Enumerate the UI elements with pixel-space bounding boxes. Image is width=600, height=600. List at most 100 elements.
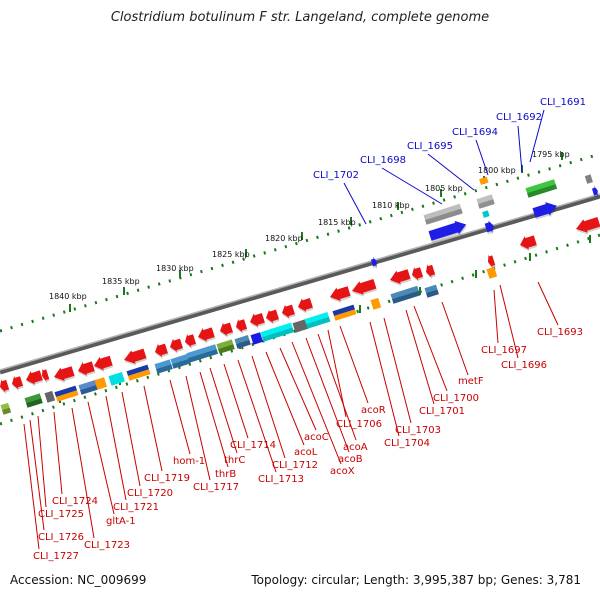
cog-block	[525, 179, 558, 198]
leader-line	[537, 281, 559, 326]
gene-label-forward: CLI_1695	[407, 141, 453, 152]
gene-label-reverse: gltA-1	[106, 516, 136, 527]
gene-label-reverse: CLI_1693	[537, 327, 583, 338]
leader-line	[29, 419, 45, 531]
leader-line	[279, 347, 317, 431]
gene-label-reverse: CLI_1706	[336, 419, 382, 430]
gene-label-reverse: CLI_1713	[258, 474, 304, 485]
gene-label-reverse: CLI_1712	[272, 460, 318, 471]
accession-text: Accession: NC_009699	[10, 573, 147, 587]
topology-text: Topology: circular; Length: 3,995,387 bp…	[251, 573, 581, 587]
gene-label-reverse: CLI_1696	[501, 360, 547, 371]
reverse-gene	[94, 355, 114, 373]
gene-label-forward: CLI_1694	[452, 127, 498, 138]
leader-line	[265, 351, 305, 446]
leader-line	[529, 109, 545, 163]
reverse-gene	[170, 338, 184, 354]
leader-line	[413, 305, 448, 392]
cog-block	[24, 393, 43, 408]
gene-label-reverse: acoA	[343, 442, 368, 453]
cog-block	[0, 402, 12, 415]
reverse-gene	[520, 235, 538, 252]
forward-gene	[484, 220, 495, 235]
cog-block	[216, 339, 235, 354]
leader-line	[427, 153, 475, 191]
reverse-gene	[220, 322, 234, 338]
leader-line	[53, 411, 63, 495]
leader-line	[251, 355, 286, 459]
reverse-gene	[576, 217, 600, 235]
scale-label: 1795 kbp	[532, 150, 570, 159]
cog-block	[186, 344, 219, 363]
leader-line	[237, 359, 277, 473]
gene-label-reverse: acoB	[338, 454, 363, 465]
cog-block	[476, 194, 495, 209]
cog-block	[94, 377, 108, 390]
scale-label: 1825 kbp	[212, 250, 250, 259]
reverse-gene	[0, 379, 10, 395]
leader-line	[305, 337, 350, 453]
leader-line	[369, 321, 400, 437]
gene-label-reverse: CLI_1725	[38, 509, 84, 520]
map-title: Clostridium botulinum F str. Langeland, …	[110, 10, 490, 25]
gene-label-reverse: CLI_1723	[84, 540, 130, 551]
leader-line	[223, 363, 249, 439]
forward-gene	[591, 185, 599, 199]
leader-line	[199, 371, 229, 468]
reverse-gene	[26, 370, 44, 387]
reverse-gene	[426, 264, 436, 280]
leader-line	[23, 423, 40, 550]
gene-label-reverse: acoR	[361, 405, 386, 416]
cog-block	[370, 297, 382, 310]
cog-block	[479, 176, 489, 185]
scale-label: 1800 kbp	[478, 166, 516, 175]
gene-label-reverse: thrB	[215, 469, 236, 480]
reverse-gene	[488, 254, 496, 270]
reverse-gene	[352, 279, 377, 297]
leader-line	[105, 395, 127, 501]
scale-label: 1810 kbp	[372, 201, 410, 210]
cog-block	[108, 372, 125, 386]
leader-line	[517, 125, 523, 173]
leader-line	[121, 391, 141, 487]
cog-block	[424, 284, 439, 298]
reverse-gene	[78, 361, 96, 378]
gene-label-reverse: CLI_1727	[33, 551, 79, 562]
cog-block	[44, 390, 56, 403]
gene-label-reverse: metF	[458, 376, 484, 387]
leader-line	[87, 401, 115, 515]
gene-label-reverse: CLI_1701	[419, 406, 465, 417]
cog-block	[584, 174, 593, 184]
gene-label-reverse: thrC	[224, 455, 245, 466]
forward-gene	[370, 256, 378, 270]
leader-line	[339, 325, 369, 404]
leader-line	[499, 284, 519, 359]
forward-gene	[532, 202, 558, 220]
genome-backbone-highlight	[0, 193, 600, 371]
cog-block	[154, 359, 173, 374]
reverse-gene	[185, 333, 197, 350]
scale-label: 1840 kbp	[49, 292, 87, 301]
leader-line	[209, 367, 238, 454]
cog-block	[423, 203, 463, 225]
gene-label-reverse: CLI_1719	[144, 473, 190, 484]
gene-label-reverse: CLI_1703	[395, 425, 441, 436]
cog-block	[250, 332, 264, 345]
cog-block	[292, 319, 309, 333]
cog-block	[234, 335, 251, 349]
scale-label: 1805 kbp	[425, 184, 463, 193]
scale-label: 1815 kbp	[318, 218, 356, 227]
reverse-gene	[155, 343, 169, 359]
gene-label-reverse: CLI_1697	[481, 345, 527, 356]
reverse-gene	[54, 366, 76, 383]
leader-line	[381, 167, 443, 205]
reverse-gene	[198, 327, 216, 344]
scale-label: 1830 kbp	[156, 264, 194, 273]
leader-line	[71, 407, 95, 539]
leader-line	[343, 182, 367, 225]
reverse-gene	[266, 309, 280, 325]
leader-line	[169, 379, 191, 455]
reverse-gene	[282, 304, 296, 320]
scale-label: 1835 kbp	[102, 277, 140, 286]
